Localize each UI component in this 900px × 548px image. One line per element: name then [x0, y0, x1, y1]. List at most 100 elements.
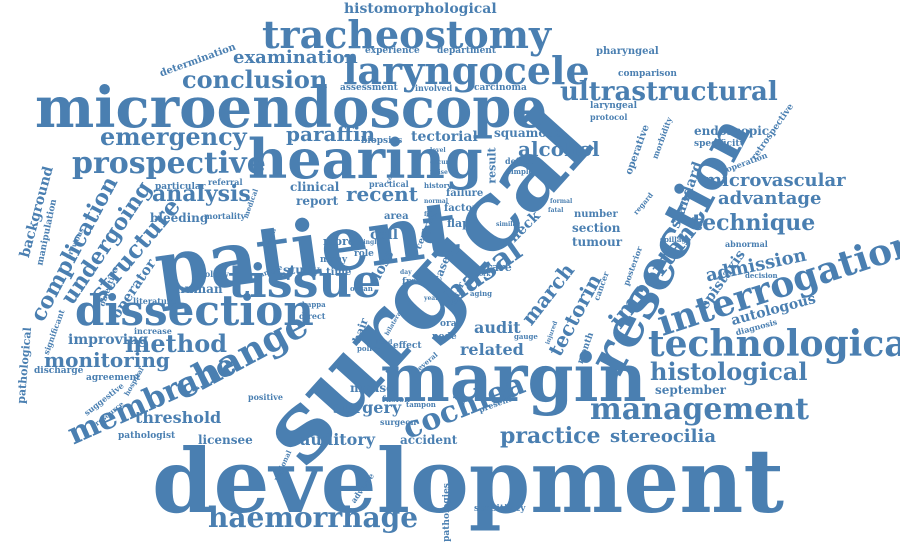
word-aging: aging — [470, 289, 493, 298]
word-haemorrhage: haemorrhage — [208, 501, 419, 534]
word-microvascular: microvascular — [703, 170, 846, 191]
word-involved: involved — [415, 83, 453, 93]
word-study: study — [283, 263, 320, 277]
word-accident: accident — [400, 433, 458, 447]
word-factor: factor — [444, 203, 478, 214]
word-audit: audit — [474, 318, 521, 337]
word-pathologist: pathologist — [118, 431, 176, 441]
word-referral: referral — [208, 177, 243, 187]
word-practical: practical — [369, 179, 409, 189]
word-oral: oral — [440, 319, 460, 329]
word-work: work — [474, 271, 491, 278]
word-examination: examination — [233, 47, 358, 68]
word-laryngocele: laryngocele — [343, 48, 590, 93]
word-tectorial: tectorial — [411, 129, 478, 145]
word-area: area — [384, 211, 409, 222]
word-mouse: mouse — [350, 381, 394, 395]
word-operative: operative — [623, 123, 652, 177]
word-abnormal: abnormal — [725, 239, 768, 249]
word-margin: margin — [380, 339, 647, 417]
word-surgery: surgery — [333, 398, 402, 417]
word-discharge: discharge — [34, 366, 84, 376]
word-policy: policy — [357, 344, 381, 353]
word-flap: flap — [447, 217, 470, 230]
word-prospective: prospective — [72, 146, 266, 181]
word-node: node — [432, 332, 457, 342]
word-recent: recent — [346, 182, 418, 206]
word-analysis: analysis — [152, 181, 251, 207]
word-sensitivity: sensitivity — [474, 504, 526, 514]
word-tissue: tissue — [228, 254, 382, 308]
word-hearing: hearing — [248, 127, 483, 191]
word-paraffin: paraffin — [286, 122, 375, 146]
word-pharyngeal: pharyngeal — [596, 46, 659, 57]
word-histological: histological — [650, 357, 808, 386]
word-pathological: pathological — [14, 326, 35, 405]
word-tampon: tampon — [406, 400, 436, 409]
word-increase: increase — [134, 326, 172, 336]
word-auditory: auditory — [300, 430, 376, 449]
word-september: september — [655, 383, 727, 397]
word-simple: simple — [507, 167, 534, 176]
word-stereocilia: stereocilia — [610, 426, 716, 447]
word-formal: formal — [550, 198, 573, 205]
word-fatal: fatal — [548, 207, 564, 214]
word-gauge: gauge — [514, 332, 538, 341]
word-report: report — [296, 194, 339, 208]
word-cell: cell — [370, 227, 399, 243]
word-mortality: mortality — [204, 211, 246, 221]
word-spillage: spillage — [660, 235, 691, 244]
word-conclusion: conclusion — [182, 65, 328, 94]
word-literature: literature — [133, 296, 177, 306]
word-biopsies: biopsies — [361, 136, 403, 146]
word-alcohol: alcohol — [518, 137, 600, 161]
word-decision: decision — [745, 271, 778, 280]
word-microendoscope: microendoscope — [35, 75, 548, 141]
word-noise: noise — [430, 169, 448, 176]
word-effect: effect — [393, 341, 422, 351]
word-licensee: licensee — [198, 433, 253, 447]
word-experience: experience — [365, 46, 420, 56]
word-rare: rare — [486, 261, 512, 274]
word-time: time — [326, 267, 352, 278]
word-similar: similar — [496, 221, 520, 228]
word-more: more — [323, 235, 355, 248]
word-year: year — [424, 295, 439, 302]
word-clinical: clinical — [290, 180, 340, 194]
word-head: head — [376, 339, 393, 346]
word-normal: normal — [424, 198, 449, 205]
word-etiology: etiology — [193, 269, 229, 279]
word-method: method — [125, 329, 227, 358]
word-management: management — [590, 392, 809, 427]
word-surgeon: surgeon — [380, 417, 417, 427]
word-number: number — [574, 209, 618, 220]
word-defect: defect — [505, 156, 533, 166]
word-level: level — [430, 147, 446, 154]
word-comparison: comparison — [618, 69, 677, 79]
word-histomorphological: histomorphological — [344, 1, 497, 17]
word-occur: occur — [430, 159, 449, 166]
word-improving: improving — [68, 332, 149, 348]
word-tracheostomy: tracheostomy — [262, 12, 552, 57]
word-emergency: emergency — [100, 122, 247, 151]
word-section: section — [572, 221, 621, 235]
word-technological: technological — [648, 323, 900, 365]
word-direct: direct — [299, 311, 326, 321]
word-pathologies: pathologies — [441, 483, 452, 542]
word-monitoring: monitoring — [44, 348, 170, 372]
word-failure: failure — [446, 188, 484, 199]
word-technique: technique — [692, 210, 816, 236]
word-organ: organ — [350, 284, 373, 293]
word-free: free — [402, 277, 423, 287]
word-threshold: threshold — [135, 408, 222, 427]
word-fifty: fifty — [424, 211, 438, 218]
word-practice: practice — [500, 423, 601, 449]
word-specificity: specificity — [694, 139, 745, 149]
word-particular: particular — [155, 182, 206, 192]
word-development: development — [152, 429, 785, 533]
word-protocol: protocol — [590, 112, 628, 122]
word-laryngeal: laryngeal — [590, 101, 638, 111]
word-squamous: squamous — [494, 126, 562, 140]
word-ultrastructural: ultrastructural — [560, 77, 778, 107]
